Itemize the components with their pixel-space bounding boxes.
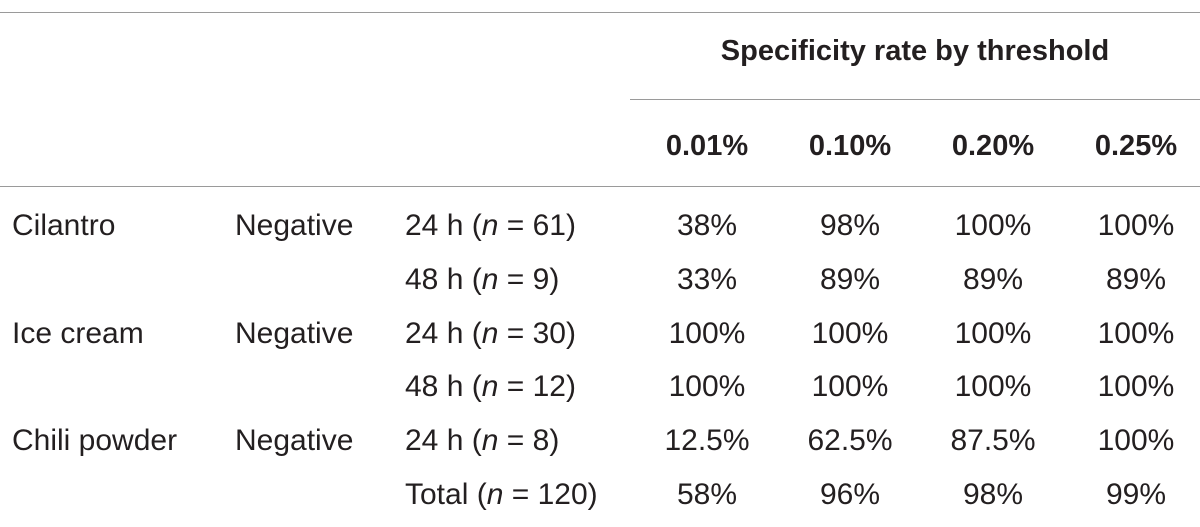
group-rule [630,99,1200,100]
rate-cell: 62.5% [807,424,893,457]
time-cell: Total (n = 120) [405,478,598,511]
rate-cell: 100% [668,317,746,350]
equals-sign: = [506,209,525,242]
n-symbol: n [481,263,499,296]
sample-size: 12 [532,370,566,403]
rate-cell: 87.5% [950,424,1036,457]
n-symbol: n [481,424,499,457]
rate-cell: 99% [1105,478,1167,511]
threshold-header: 0.20% [951,130,1035,162]
equals-sign: = [506,424,525,457]
top-rule [0,12,1200,13]
n-symbol: n [486,478,504,511]
rate-cell: 100% [954,370,1032,403]
sample-size: 61 [532,209,566,242]
time-cell: 48 h (n = 9) [405,263,560,296]
time-label: 24 h [405,317,464,350]
food-cell: Cilantro [12,209,116,242]
rate-cell: 100% [1097,317,1175,350]
rate-cell: 96% [819,478,881,511]
result-cell: Negative [235,317,354,350]
rate-cell: 98% [962,478,1024,511]
equals-sign: = [506,370,525,403]
rate-cell: 100% [668,370,746,403]
rate-cell: 100% [954,317,1032,350]
rate-cell: 89% [819,263,881,296]
rate-cell: 100% [1097,370,1175,403]
n-symbol: n [481,209,499,242]
group-header: Specificity rate by threshold [720,35,1110,67]
rate-cell: 38% [676,209,738,242]
food-cell: Ice cream [12,317,144,350]
sample-size: 120 [537,478,588,511]
rate-cell: 98% [819,209,881,242]
n-symbol: n [481,370,499,403]
result-cell: Negative [235,424,354,457]
threshold-header: 0.25% [1094,130,1178,162]
time-cell: 24 h (n = 8) [405,424,560,457]
rate-cell: 100% [811,370,889,403]
sample-size: 8 [532,424,550,457]
time-cell: 24 h (n = 61) [405,209,576,242]
threshold-header: 0.10% [808,130,892,162]
rate-cell: 100% [1097,424,1175,457]
header-rule [0,186,1200,187]
n-symbol: n [481,317,499,350]
time-cell: 48 h (n = 12) [405,370,576,403]
time-cell: 24 h (n = 30) [405,317,576,350]
rate-cell: 12.5% [664,424,750,457]
food-cell: Chili powder [12,424,178,457]
rate-cell: 100% [1097,209,1175,242]
rate-cell: 89% [962,263,1024,296]
time-label: 24 h [405,424,464,457]
threshold-header: 0.01% [665,130,749,162]
time-label: Total [405,478,469,511]
equals-sign: = [506,263,525,296]
rate-cell: 100% [811,317,889,350]
equals-sign: = [511,478,530,511]
rate-cell: 100% [954,209,1032,242]
result-cell: Negative [235,209,354,242]
rate-cell: 58% [676,478,738,511]
rate-cell: 33% [676,263,738,296]
time-label: 24 h [405,209,464,242]
sample-size: 9 [532,263,550,296]
equals-sign: = [506,317,525,350]
sample-size: 30 [532,317,566,350]
time-label: 48 h [405,263,464,296]
rate-cell: 89% [1105,263,1167,296]
time-label: 48 h [405,370,464,403]
